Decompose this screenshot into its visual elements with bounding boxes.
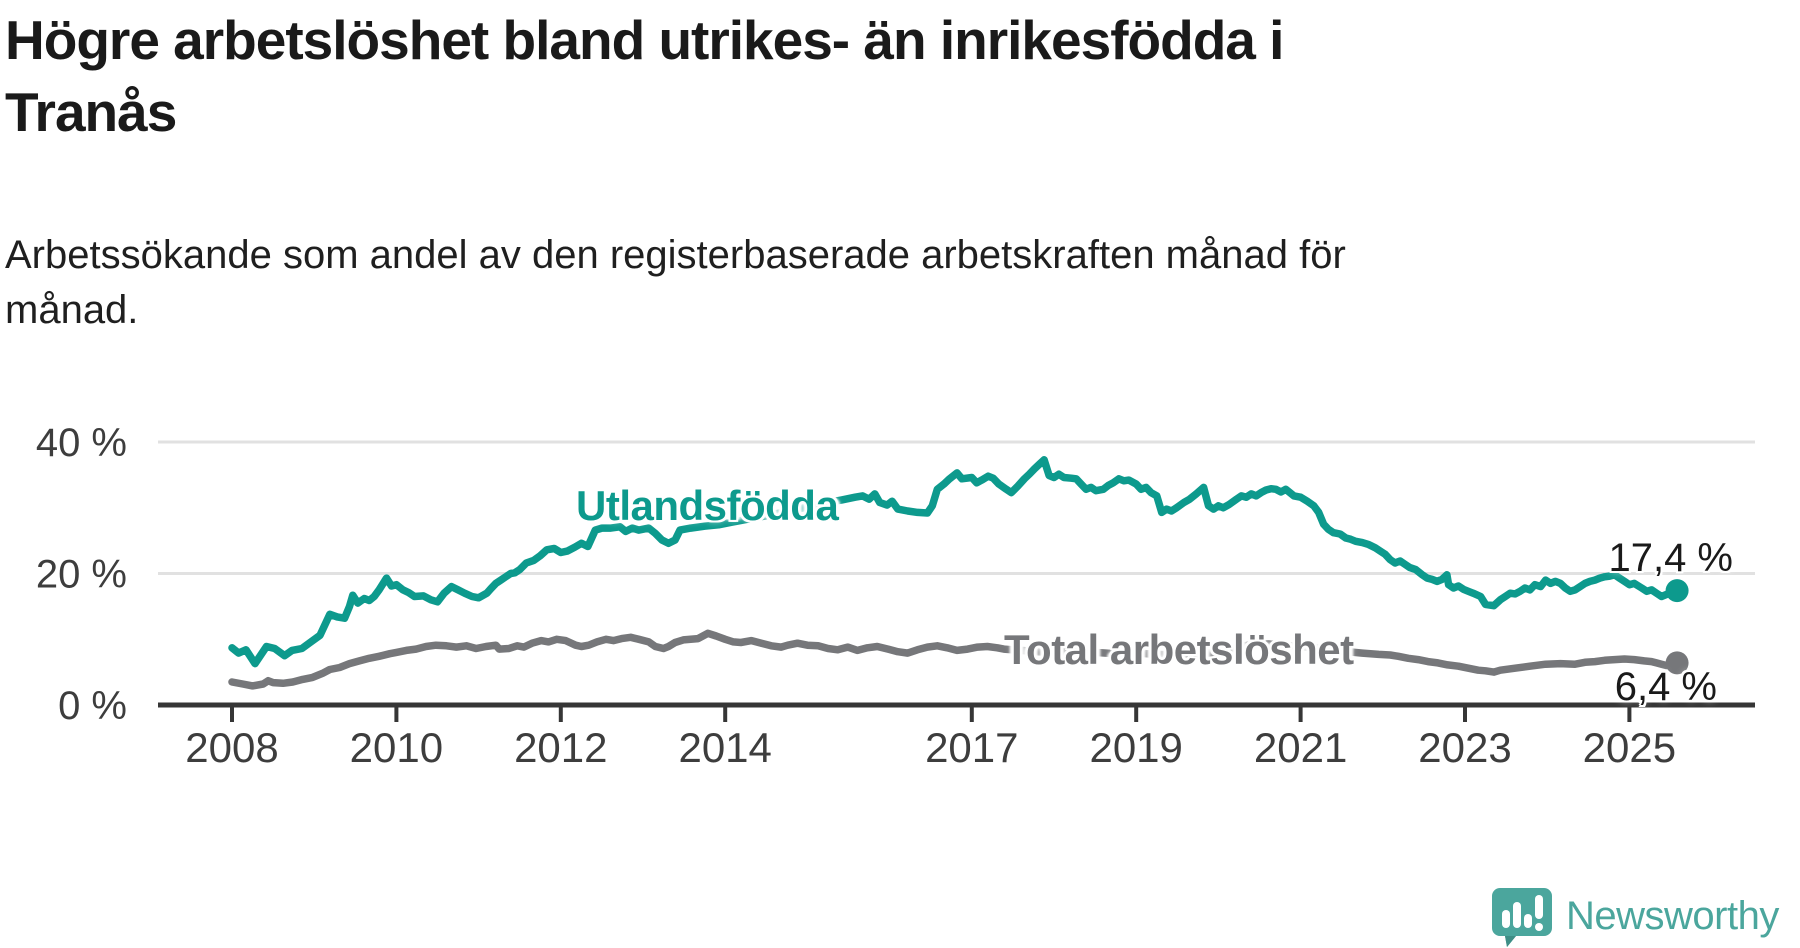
chart-subtitle: Arbetssökande som andel av den registerb… <box>5 228 1505 338</box>
y-axis-tick-label-40: 40 % <box>36 421 127 465</box>
x-axis-tick-label-2008: 2008 <box>185 724 278 771</box>
x-axis-tick-label-2012: 2012 <box>514 724 607 771</box>
series-line-total-arbetsl-shet <box>228 629 1681 690</box>
logo-exclamation-bar <box>1535 895 1543 919</box>
series-end-dot-total-arbetsl-shet <box>1665 651 1689 675</box>
logo-bar-3 <box>1524 914 1532 928</box>
chart-subtitle-line2: månad. <box>5 288 139 332</box>
end-value-label-total-arbetsloshet: 6,4 % <box>1614 665 1717 709</box>
page-title: Högre arbetslöshet bland utrikes- än inr… <box>5 4 1785 148</box>
chart-subtitle-line1: Arbetssökande som andel av den registerb… <box>5 233 1346 277</box>
end-value-label-utlandsfodda: 17,4 % <box>1608 536 1733 580</box>
page-title-line1: Högre arbetslöshet bland utrikes- än inr… <box>5 9 1284 71</box>
y-axis-tick-label-20: 20 % <box>36 553 127 597</box>
logo-bar-2 <box>1513 902 1521 928</box>
page-title-line2: Tranås <box>5 81 177 143</box>
series-label-total-arbetsloshet: Total arbetslöshet <box>1004 626 1354 673</box>
x-axis-tick-label-2023: 2023 <box>1418 724 1511 771</box>
logo-exclamation-dot <box>1535 923 1543 931</box>
logo-bubble-tail-shade <box>1505 936 1516 947</box>
x-axis-tick-label-2014: 2014 <box>678 724 771 771</box>
newsworthy-logo-text: Newsworthy <box>1566 894 1779 938</box>
x-axis-tick-label-2021: 2021 <box>1254 724 1347 771</box>
y-axis-tick-label-0: 0 % <box>58 684 127 728</box>
x-axis-tick-label-2025: 2025 <box>1583 724 1676 771</box>
series-end-dot-utlandsf-dda <box>1665 579 1689 603</box>
newsworthy-chart-bubble-icon <box>1492 888 1552 947</box>
newsworthy-logo: Newsworthy <box>1490 884 1779 948</box>
x-axis-tick-label-2019: 2019 <box>1089 724 1182 771</box>
series-line-utlandsf-dda <box>228 456 1681 668</box>
logo-bubble-shape <box>1492 888 1552 947</box>
logo-bar-1 <box>1502 910 1510 928</box>
x-axis-tick-label-2017: 2017 <box>925 724 1018 771</box>
x-axis-tick-label-2010: 2010 <box>350 724 443 771</box>
series-label-utlandsfodda: Utlandsfödda <box>576 482 839 529</box>
